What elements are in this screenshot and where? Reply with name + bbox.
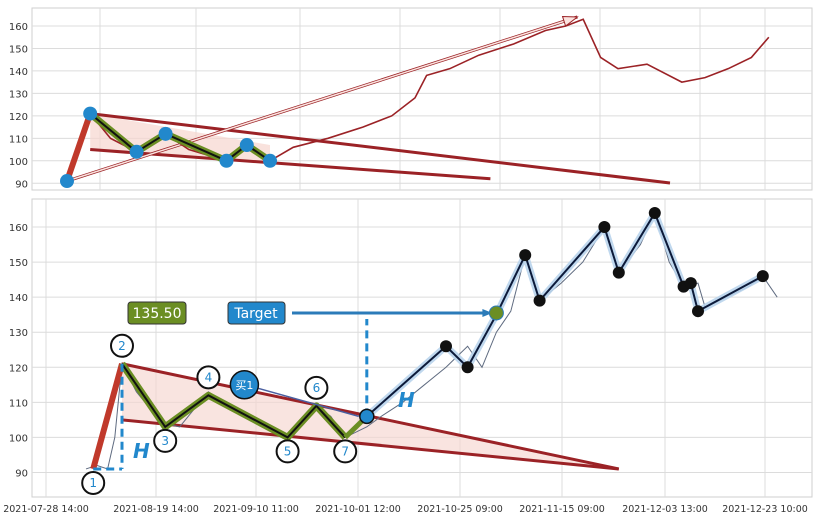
overview-pattern-point — [219, 153, 234, 168]
overview-pattern-point — [158, 126, 173, 141]
detail-x-tick-label: 2021-11-15 09:00 — [519, 504, 605, 515]
detail-panel: 90 100 110 120 130 140 150 160 2021-07-28 14:00… — [3, 198, 813, 515]
detail-x-tick-label: 2021-07-28 14:00 — [3, 504, 89, 515]
detail-y-tick-label: 110 — [9, 398, 28, 409]
detail-pattern-line — [121, 363, 346, 439]
pattern-point-label: 4 — [205, 370, 213, 384]
detail-trend-point — [461, 361, 474, 374]
pattern-point-label: 2 — [118, 339, 126, 353]
detail-x-axis: 2021-07-28 14:00 2021-08-19 14:00 2021-09-… — [3, 504, 808, 515]
pattern-point-label: 5 — [284, 444, 292, 458]
overview-y-tick-label: 140 — [9, 67, 28, 78]
detail-trend-point — [692, 305, 704, 318]
detail-trend-point — [519, 249, 532, 262]
overview-pattern-point — [129, 144, 144, 159]
overview-y-tick-label: 110 — [9, 134, 28, 145]
overview-y-axis: 90 100 110 120 130 140 150 160 — [9, 22, 28, 190]
overview-pattern-points — [60, 106, 277, 189]
detail-trend-point — [612, 266, 625, 279]
detail-trend-point — [648, 207, 661, 220]
pattern-point-marker — [153, 428, 178, 453]
detail-pattern-path — [90, 361, 369, 470]
pattern-point-marker — [81, 470, 106, 495]
pattern-point-marker — [333, 439, 358, 464]
detail-wedge-lower-line — [121, 418, 619, 471]
detail-impulse-leg — [90, 362, 125, 470]
overview-impulse-leg — [64, 112, 94, 182]
pattern-point-label: 3 — [161, 434, 169, 448]
detail-annotations: 135.50 Target H H — [127, 301, 415, 463]
detail-height-guides: 买1 — [93, 305, 504, 471]
detail-y-tick-label: 90 — [15, 468, 28, 479]
target-value-text: 135.50 — [133, 306, 182, 322]
detail-trend-point — [533, 294, 546, 307]
detail-trend-point — [598, 221, 611, 234]
overview-wedge-upper-line — [90, 112, 671, 185]
overview-y-tick-label: 90 — [15, 179, 28, 190]
pattern-point-marker — [110, 333, 134, 358]
overview-pattern-point — [263, 153, 277, 168]
detail-y-tick-label: 130 — [9, 328, 28, 339]
detail-y-tick-label: 150 — [9, 258, 28, 269]
detail-pattern-points: 1 2 3 4 5 6 7 — [81, 333, 358, 495]
target-point — [488, 305, 504, 321]
overview-y-tick-label: 160 — [9, 22, 28, 33]
detail-trend-point — [684, 277, 697, 290]
overview-panel: 90 100 110 120 130 140 150 160 — [9, 7, 813, 191]
target-arrow-head — [482, 308, 493, 317]
height-label-right: H — [398, 388, 415, 412]
detail-y-tick-label: 160 — [9, 223, 28, 234]
detail-y-tick-label: 100 — [9, 433, 28, 444]
detail-y-axis: 90 100 110 120 130 140 150 160 — [9, 223, 28, 479]
detail-y-tick-label: 140 — [9, 293, 28, 304]
pattern-point-label: 6 — [313, 381, 321, 395]
pattern-point-label: 7 — [341, 444, 349, 458]
overview-y-tick-label: 100 — [9, 157, 28, 168]
detail-x-tick-label: 2021-10-25 09:00 — [417, 504, 503, 515]
overview-arrow-head — [561, 15, 579, 27]
target-label-text: Target — [233, 306, 278, 322]
buy-marker-circle — [229, 370, 260, 400]
overview-pattern-point — [239, 138, 254, 153]
overview-y-tick-label: 130 — [9, 89, 28, 100]
detail-x-tick-label: 2021-10-01 12:00 — [315, 504, 401, 515]
buy-pointer-line — [256, 387, 360, 418]
detail-y-tick-label: 120 — [9, 363, 28, 374]
detail-x-tick-label: 2021-08-19 14:00 — [113, 504, 199, 515]
buy-point — [359, 408, 375, 425]
detail-trend-point — [756, 270, 769, 283]
detail-x-tick-label: 2021-09-10 11:00 — [213, 504, 299, 515]
detail-trend-point — [440, 340, 452, 353]
pattern-point-marker — [304, 375, 329, 400]
overview-trend-arrow — [66, 15, 579, 183]
overview-pattern-point — [83, 106, 98, 121]
target-label-box — [227, 301, 286, 325]
overview-pattern-point — [60, 174, 74, 189]
height-label-left: H — [133, 439, 150, 463]
detail-trend-path — [364, 207, 769, 419]
pattern-point-marker — [196, 365, 221, 390]
pattern-point-marker — [275, 439, 300, 464]
detail-x-tick-label: 2021-12-03 13:00 — [622, 504, 708, 515]
overview-wedge-lower-line — [90, 148, 491, 181]
target-value-box — [127, 301, 187, 325]
detail-x-tick-label: 2021-12-23 10:00 — [722, 504, 808, 515]
pattern-point-label: 1 — [89, 476, 97, 490]
overview-y-tick-label: 150 — [9, 44, 28, 55]
overview-arrow-shaft — [66, 16, 578, 182]
overview-y-tick-label: 120 — [9, 112, 28, 123]
buy-marker-label: 买1 — [235, 379, 253, 392]
